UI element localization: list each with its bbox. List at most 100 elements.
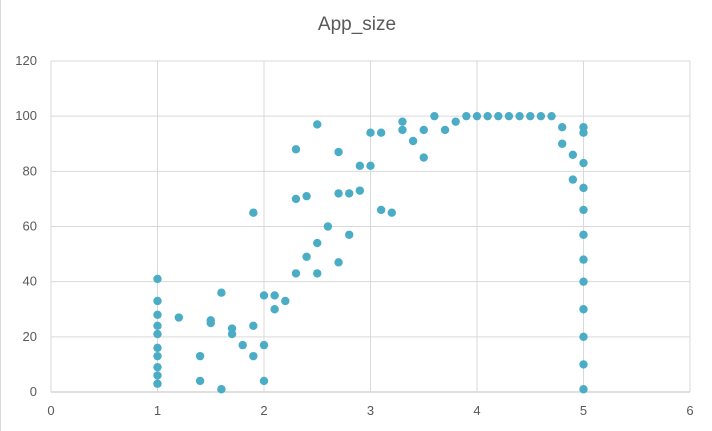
x-tick-label: 3 (367, 403, 374, 418)
data-point (206, 318, 215, 328)
data-point (472, 111, 482, 121)
data-point (536, 111, 546, 121)
data-point (291, 194, 301, 204)
data-point (355, 186, 365, 195)
data-point (547, 111, 556, 121)
data-point (249, 321, 258, 330)
data-point (504, 111, 514, 121)
data-point (366, 161, 375, 171)
data-point (579, 255, 588, 264)
data-point (515, 111, 524, 121)
data-point (153, 310, 162, 319)
data-point (376, 128, 386, 137)
y-axis-ticks: 0 20 40 60 80 100 120 (15, 53, 37, 399)
data-point (153, 343, 162, 353)
y-tick-label: 40 (23, 274, 37, 289)
data-point (579, 158, 588, 168)
data-point (153, 321, 162, 330)
data-point (451, 117, 460, 126)
y-tick-label: 100 (15, 108, 37, 123)
y-tick-label: 20 (23, 329, 37, 344)
x-axis-ticks: 0 1 2 3 4 5 6 (47, 403, 693, 418)
data-point (568, 150, 578, 159)
data-point (430, 111, 439, 121)
x-tick-label: 0 (47, 403, 54, 418)
data-point (153, 362, 162, 372)
data-point (270, 291, 279, 300)
data-point (419, 153, 428, 162)
data-point (259, 340, 269, 350)
data-point (558, 139, 567, 148)
data-point (313, 269, 322, 278)
data-point (217, 385, 226, 394)
data-point (579, 230, 588, 239)
y-tick-label: 60 (23, 219, 37, 234)
y-tick-label: 0 (30, 384, 37, 399)
x-tick-label: 1 (154, 403, 161, 418)
gridlines (50, 60, 691, 393)
data-point (579, 332, 588, 342)
data-point (526, 111, 535, 121)
data-point (408, 136, 418, 146)
data-point (376, 205, 386, 215)
data-point (419, 125, 428, 135)
chart-title: App_size (317, 14, 397, 35)
data-point (291, 269, 301, 278)
data-point (291, 145, 301, 154)
data-point (270, 305, 279, 314)
data-point (153, 351, 162, 361)
x-tick-label: 6 (686, 403, 693, 418)
data-point (398, 125, 407, 135)
data-point (366, 128, 375, 137)
data-point (174, 313, 183, 322)
data-point (568, 175, 578, 184)
data-point (345, 230, 354, 239)
data-point (259, 376, 269, 386)
data-point (249, 208, 258, 217)
x-tick-label: 2 (260, 403, 267, 418)
data-point (195, 376, 205, 386)
data-point (302, 252, 311, 262)
x-tick-label: 4 (473, 403, 480, 418)
data-point (345, 189, 354, 198)
data-point (313, 120, 322, 129)
data-point (494, 111, 503, 121)
data-point (355, 161, 365, 171)
data-point (313, 238, 322, 248)
data-point (334, 189, 343, 198)
data-points (153, 111, 588, 394)
y-tick-label: 80 (23, 163, 37, 178)
data-point (302, 191, 311, 201)
data-point (227, 329, 237, 339)
data-point (153, 296, 162, 306)
data-point (462, 111, 471, 121)
data-point (579, 360, 588, 369)
data-point (579, 277, 588, 286)
data-point (281, 296, 290, 306)
data-point (195, 351, 205, 361)
data-point (153, 379, 162, 388)
data-point (153, 371, 162, 380)
data-point (579, 128, 588, 137)
data-point (579, 305, 588, 314)
data-point (334, 147, 343, 157)
data-point (323, 222, 333, 231)
data-point (334, 258, 343, 267)
x-tick-label: 5 (580, 403, 587, 418)
data-point (259, 291, 269, 300)
data-point (440, 125, 450, 135)
data-point (579, 385, 588, 394)
data-point (558, 123, 567, 132)
data-point (387, 208, 396, 217)
data-point (249, 351, 258, 361)
data-point (153, 329, 162, 339)
data-point (153, 274, 162, 284)
data-point (579, 205, 588, 215)
data-point (238, 340, 247, 350)
y-tick-label: 120 (15, 53, 37, 68)
data-point (217, 288, 226, 297)
data-point (483, 111, 492, 121)
data-point (579, 183, 588, 193)
